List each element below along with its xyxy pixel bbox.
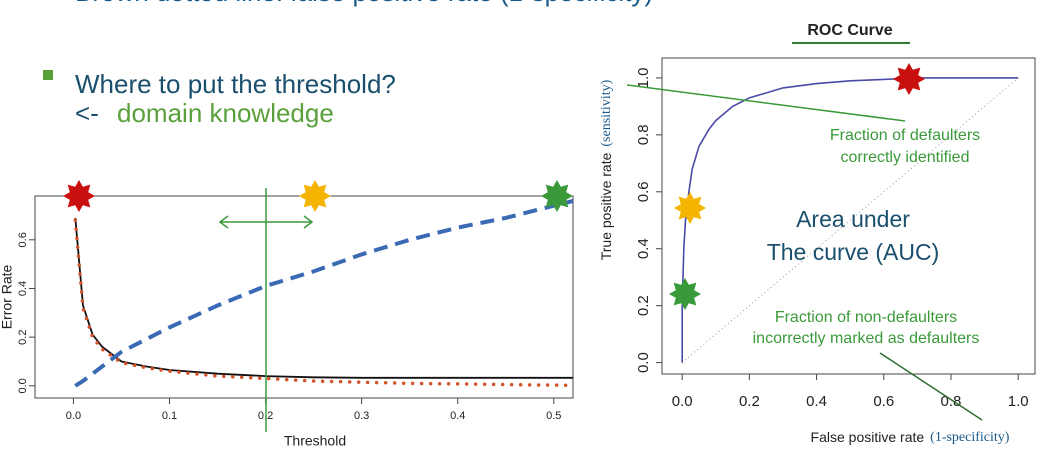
series-line: [681, 77, 1019, 363]
y-tick-label: 0.4: [635, 238, 652, 259]
y-axis-label-note: (sensitivity): [599, 79, 614, 146]
annotation: Fraction of defaulters: [830, 127, 980, 144]
star-marker: [62, 179, 96, 213]
pointer-line: [626, 84, 906, 122]
x-tick-label: 1.0: [1008, 393, 1029, 410]
y-tick-label: 0.6: [635, 181, 652, 202]
y-tick-label: 0.4: [17, 281, 29, 296]
x-axis-label-note: (1-specificity): [930, 430, 1010, 445]
bullet-square: [43, 70, 53, 80]
x-tick-label: 0.2: [739, 393, 760, 410]
y-axis-label-main: True positive rate: [598, 152, 614, 260]
range-arrow: [218, 215, 314, 229]
star-marker: [673, 191, 707, 225]
x-tick-label: 0.0: [66, 410, 81, 422]
series-line: [74, 198, 574, 388]
star-marker: [298, 179, 332, 213]
note-text: domain knowledge: [117, 98, 334, 128]
y-tick-label: 0.6: [17, 232, 29, 247]
y-tick-label: 0.0: [635, 352, 652, 373]
annotation: Area under: [796, 206, 910, 232]
pointer-line: [879, 352, 983, 421]
annotation: The curve (AUC): [767, 239, 940, 265]
y-tick-label: 0.8: [635, 124, 652, 145]
annotation: correctly identified: [841, 149, 970, 166]
y-tick-label: 0.0: [17, 378, 29, 393]
x-axis-label: Threshold: [284, 433, 346, 449]
series-line: [74, 217, 573, 379]
x-tick-label: 0.4: [450, 410, 465, 422]
x-axis-label: False positive rate (1-specificity): [811, 429, 1010, 446]
arrow-text: <-: [75, 98, 99, 128]
star-marker: [668, 277, 702, 311]
y-tick-label: 0.2: [635, 295, 652, 316]
series-line: [73, 218, 575, 388]
x-tick-label: 0.5: [546, 410, 561, 422]
x-tick-label: 0.8: [941, 393, 962, 410]
bullet-text: Where to put the threshold?: [75, 69, 396, 99]
diagonal-reference: [681, 77, 1019, 363]
x-tick-label: 0.1: [162, 410, 177, 422]
star-marker: [892, 62, 926, 96]
x-tick-label: 0.0: [672, 393, 693, 410]
top-text: Brown dotted line: false positive rate (…: [75, 0, 653, 7]
y-tick-label: 0.2: [17, 330, 29, 345]
x-axis-label-main: False positive rate: [811, 429, 925, 445]
x-tick-label: 0.4: [806, 393, 827, 410]
y-tick-label: 1.0: [635, 67, 652, 88]
annotation: incorrectly marked as defaulters: [753, 330, 980, 347]
plot-frame: [661, 57, 1036, 375]
annotation: Fraction of non-defaulters: [775, 309, 957, 326]
plot-frame: [34, 195, 574, 399]
x-tick-label: 0.3: [354, 410, 369, 422]
chart-title: ROC Curve: [807, 22, 892, 39]
x-tick-label: 0.6: [873, 393, 894, 410]
y-axis-label: Error Rate: [0, 265, 15, 330]
y-axis-label: True positive rate (sensitivity): [598, 79, 615, 260]
star-marker: [540, 179, 574, 213]
